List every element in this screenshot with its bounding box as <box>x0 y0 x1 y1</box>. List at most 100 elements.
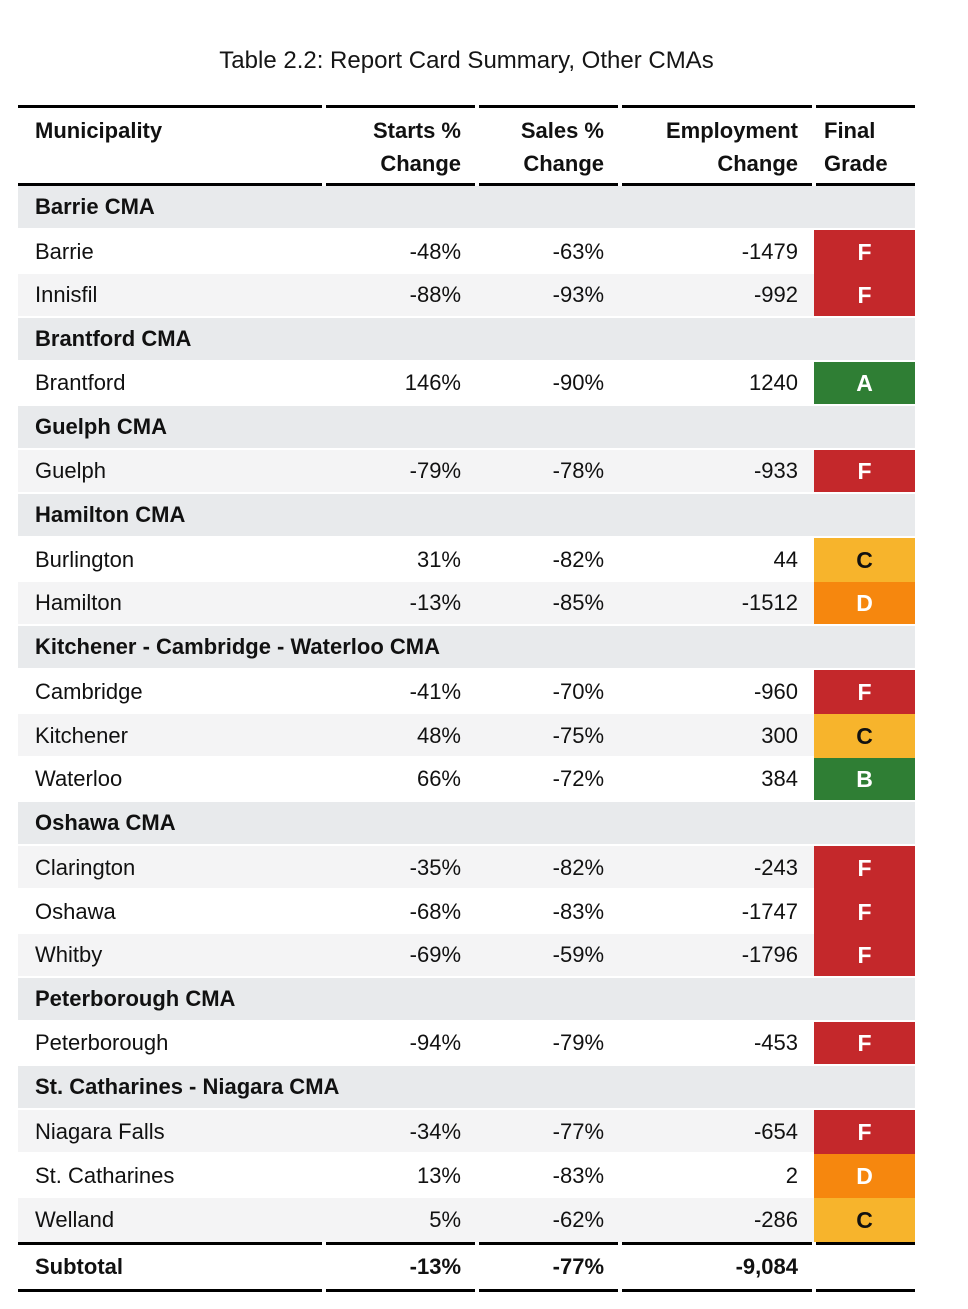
grade-badge: F <box>814 1022 915 1064</box>
employment-change-cell: -1479 <box>741 239 798 264</box>
table-row: Welland 5% -62% -286 C <box>18 1198 915 1242</box>
starts-change-cell: -35% <box>409 855 461 880</box>
subtotal-label: Subtotal <box>35 1254 123 1279</box>
sales-change-cell: -85% <box>552 590 604 615</box>
col-header-employment: Employment Change <box>665 118 798 176</box>
municipality-cell: Kitchener <box>35 723 128 748</box>
report-card-table: Municipality Starts % Change Sales % Cha… <box>18 105 915 1292</box>
municipality-cell: Burlington <box>35 547 135 572</box>
rule-segment <box>479 1289 618 1292</box>
starts-change-cell: 48% <box>416 723 461 748</box>
sales-change-cell: -90% <box>552 370 604 395</box>
column-header-row: Municipality Starts % Change Sales % Cha… <box>18 108 915 183</box>
grade-badge: C <box>814 1198 915 1242</box>
municipality-cell: Peterborough <box>35 1030 169 1055</box>
employment-change-cell: -453 <box>753 1030 798 1055</box>
table-row: Guelph -79% -78% -933 F <box>18 450 915 494</box>
starts-change-cell: -79% <box>409 458 461 483</box>
rule-segment <box>622 1242 812 1245</box>
sales-change-cell: -82% <box>552 547 604 572</box>
sales-change-cell: -83% <box>552 1163 604 1188</box>
col-header-final-grade: Final Grade <box>824 118 888 176</box>
rule-segment <box>479 1242 618 1245</box>
starts-change-cell: -88% <box>409 282 461 307</box>
rule-segment <box>326 183 475 186</box>
municipality-cell: Brantford <box>35 370 126 395</box>
section-header-row: Brantford CMA <box>18 318 915 362</box>
rule-segment <box>622 183 812 186</box>
table-row: Innisfil -88% -93% -992 F <box>18 274 915 318</box>
table-row: Niagara Falls -34% -77% -654 F <box>18 1110 915 1154</box>
grade-badge: D <box>814 1154 915 1198</box>
starts-change-cell: -69% <box>409 942 461 967</box>
sales-change-cell: -93% <box>552 282 604 307</box>
table-row: Brantford 146% -90% 1240 A <box>18 362 915 406</box>
starts-change-cell: -68% <box>409 899 461 924</box>
starts-change-cell: 31% <box>416 547 461 572</box>
grade-badge: F <box>814 274 915 316</box>
subtotal-employment: -9,084 <box>735 1254 798 1279</box>
municipality-cell: Hamilton <box>35 590 122 615</box>
section-header-label: Brantford CMA <box>35 326 192 351</box>
rule-segment <box>18 1289 322 1292</box>
employment-change-cell: -992 <box>753 282 798 307</box>
starts-change-cell: 146% <box>404 370 461 395</box>
grade-badge: C <box>814 538 915 582</box>
table-title: Table 2.2: Report Card Summary, Other CM… <box>219 47 714 74</box>
rule-segment <box>816 1289 915 1292</box>
rule-segment <box>18 1242 322 1245</box>
starts-change-cell: -13% <box>409 590 461 615</box>
section-header-row: Peterborough CMA <box>18 978 915 1022</box>
rule-segment <box>326 1289 475 1292</box>
grade-badge: B <box>814 758 915 800</box>
rule-segment <box>816 105 915 108</box>
subtotal-grade-empty <box>814 1245 915 1289</box>
section-header-label: Hamilton CMA <box>35 502 186 527</box>
section-header-label: Guelph CMA <box>35 414 167 439</box>
grade-badge: F <box>814 890 915 934</box>
employment-change-cell: 300 <box>761 723 798 748</box>
sales-change-cell: -82% <box>552 855 604 880</box>
employment-change-cell: -1796 <box>741 942 798 967</box>
section-header-row: Oshawa CMA <box>18 802 915 846</box>
rule-segment <box>816 183 915 186</box>
starts-change-cell: -34% <box>409 1119 461 1144</box>
sales-change-cell: -70% <box>552 679 604 704</box>
section-header-label: St. Catharines - Niagara CMA <box>35 1074 340 1099</box>
table-row: Burlington 31% -82% 44 C <box>18 538 915 582</box>
employment-change-cell: -1747 <box>741 899 798 924</box>
municipality-cell: Innisfil <box>35 282 98 307</box>
grade-badge: C <box>814 714 915 758</box>
table-rule-top <box>18 105 915 108</box>
table-body: Barrie CMA Barrie -48% -63% -1479 F Innisfil -8… <box>18 186 915 1242</box>
grade-badge: F <box>814 670 915 714</box>
grade-badge: F <box>814 934 915 976</box>
sales-change-cell: -62% <box>552 1207 604 1232</box>
section-header-row: St. Catharines - Niagara CMA <box>18 1066 915 1110</box>
subtotal-row: Subtotal -13% -77% -9,084 <box>18 1245 915 1289</box>
col-header-municipality: Municipality <box>35 118 163 143</box>
starts-change-cell: 66% <box>416 766 461 791</box>
section-header-row: Kitchener - Cambridge - Waterloo CMA <box>18 626 915 670</box>
municipality-cell: Whitby <box>35 942 103 967</box>
grade-badge: F <box>814 450 915 492</box>
sales-change-cell: -63% <box>552 239 604 264</box>
table-row: St. Catharines 13% -83% 2 D <box>18 1154 915 1198</box>
municipality-cell: Niagara Falls <box>35 1119 165 1144</box>
section-header-row: Barrie CMA <box>18 186 915 230</box>
rule-segment <box>326 1242 475 1245</box>
section-header-label: Barrie CMA <box>35 194 155 219</box>
rule-segment <box>816 1242 915 1245</box>
rule-segment <box>18 183 322 186</box>
sales-change-cell: -59% <box>552 942 604 967</box>
employment-change-cell: 384 <box>761 766 798 791</box>
table-row: Hamilton -13% -85% -1512 D <box>18 582 915 626</box>
sales-change-cell: -78% <box>552 458 604 483</box>
section-header-label: Oshawa CMA <box>35 810 176 835</box>
employment-change-cell: -933 <box>753 458 798 483</box>
table-rule-bottom <box>18 1289 915 1292</box>
table-row: Kitchener 48% -75% 300 C <box>18 714 915 758</box>
rule-segment <box>18 105 322 108</box>
sales-change-cell: -75% <box>552 723 604 748</box>
grade-badge: F <box>814 230 915 274</box>
